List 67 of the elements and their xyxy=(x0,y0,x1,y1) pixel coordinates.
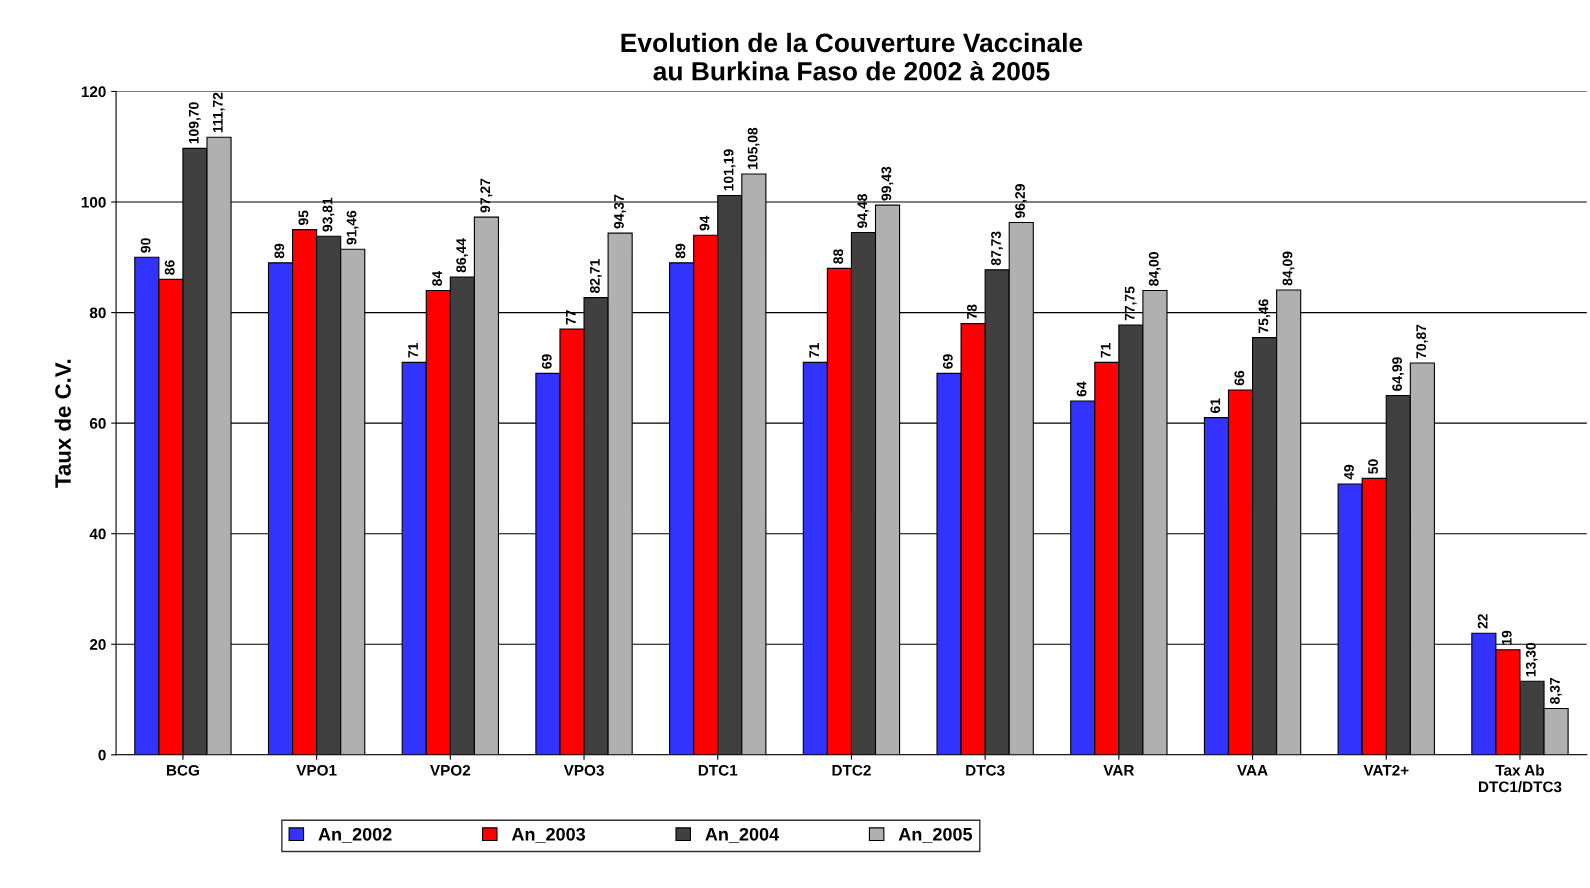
data-label: 90 xyxy=(140,238,151,253)
data-label: 69 xyxy=(541,354,552,369)
data-label: 89 xyxy=(274,243,285,259)
data-label: 78 xyxy=(967,304,977,319)
data-label: 8,37 xyxy=(1549,677,1562,704)
data-label: 97,27 xyxy=(480,178,493,213)
data-label: 86,44 xyxy=(456,238,469,273)
y-tick-label: 40 xyxy=(89,528,106,540)
chart-title: Evolution de la Couverture Vaccinale au Burkina Faso de 2002 à 2005 xyxy=(621,32,1083,81)
data-label: 101,19 xyxy=(723,149,736,191)
data-label: 71 xyxy=(408,343,418,358)
data-label: 89 xyxy=(675,243,686,259)
data-label: 71 xyxy=(809,343,819,358)
x-tick-label: VAT2+ xyxy=(1363,764,1409,776)
x-tick-label: VPO1 xyxy=(296,764,337,776)
x-tick-label: BCG xyxy=(166,764,199,776)
y-tick-label: 120 xyxy=(81,86,106,98)
data-label: 70,87 xyxy=(1416,324,1429,359)
y-tick-label: 100 xyxy=(81,196,106,208)
data-label: 94 xyxy=(699,215,710,231)
x-tick-label: VAA xyxy=(1237,765,1268,776)
y-tick-label: 0 xyxy=(98,749,106,761)
data-label: 99,43 xyxy=(881,166,894,201)
data-label: 49 xyxy=(1344,464,1354,480)
data-label: 82,71 xyxy=(589,259,602,293)
data-label: 96,29 xyxy=(1015,184,1027,218)
data-label: 109,70 xyxy=(188,102,201,144)
y-tick-label: 80 xyxy=(89,307,106,319)
data-label: 84,00 xyxy=(1148,252,1161,286)
legend-label: An_2003 xyxy=(511,827,586,843)
data-label: 22 xyxy=(1477,614,1488,629)
data-label: 71 xyxy=(1100,343,1111,358)
data-label: 86 xyxy=(164,260,175,275)
data-label: 111,72 xyxy=(212,92,225,133)
data-label: 64 xyxy=(1076,381,1087,397)
data-label: 88 xyxy=(833,249,844,264)
data-label: 95 xyxy=(298,210,309,226)
data-label: 13,30 xyxy=(1525,642,1538,677)
x-tick-label: DTC3 xyxy=(966,764,1005,776)
data-label: 66 xyxy=(1234,370,1245,386)
data-label: 75,46 xyxy=(1258,299,1271,333)
y-tick-label: 20 xyxy=(89,639,106,650)
data-label: 19 xyxy=(1501,630,1512,645)
data-label: 84,09 xyxy=(1282,251,1295,286)
legend-label: An_2004 xyxy=(705,827,780,843)
data-label: 105,08 xyxy=(747,127,760,169)
legend-label: An_2002 xyxy=(318,827,392,843)
data-label: 91,46 xyxy=(346,210,359,245)
data-label: 94,48 xyxy=(857,194,870,228)
data-label: 77,75 xyxy=(1124,286,1137,321)
x-tick-label: VPO3 xyxy=(563,764,604,776)
data-label: 93,81 xyxy=(322,197,335,232)
x-tick-label: Tax Ab DTC1/DTC3 xyxy=(1478,764,1562,793)
data-label: 61 xyxy=(1210,398,1221,413)
data-label: 64,99 xyxy=(1392,357,1405,391)
x-tick-label: DTC2 xyxy=(832,764,871,776)
data-label: 87,73 xyxy=(991,231,1003,266)
data-label: 94,37 xyxy=(614,194,626,229)
y-axis-title: Taux de C.V. xyxy=(54,359,71,488)
data-label: 69 xyxy=(942,354,953,369)
x-tick-label: VAR xyxy=(1103,765,1135,776)
x-tick-label: VPO2 xyxy=(430,764,471,776)
x-tick-label: DTC1 xyxy=(698,764,738,776)
data-label: 84 xyxy=(432,270,443,286)
y-tick-label: 60 xyxy=(89,418,106,429)
data-label: 50 xyxy=(1368,459,1378,474)
legend-label: An_2005 xyxy=(898,827,973,843)
